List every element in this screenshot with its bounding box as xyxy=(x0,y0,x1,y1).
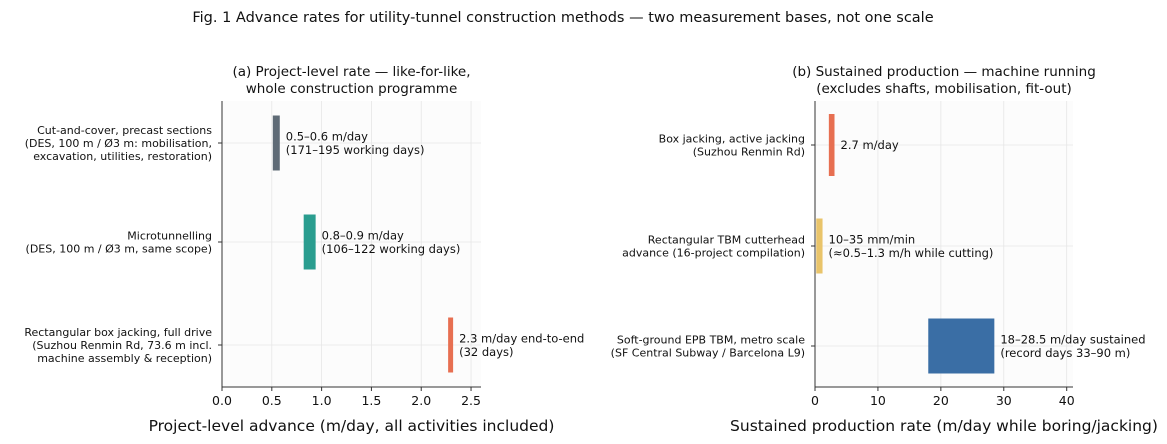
x-tick-label: 30 xyxy=(996,393,1012,408)
panel-title: (a) Project-level rate — like-for-like, xyxy=(232,64,470,80)
category-label: (DES, 100 m / Ø3 m, same scope) xyxy=(26,242,212,255)
bar-annotation: 0.5–0.6 m/day xyxy=(286,129,368,143)
x-tick-label: 10 xyxy=(870,393,886,408)
category-label: (DES, 100 m / Ø3 m: mobilisation, xyxy=(25,137,212,150)
category-label: advance (16-project compilation) xyxy=(622,246,805,259)
bar-annotation: 2.3 m/day end-to-end xyxy=(459,331,584,345)
bar-annotation: 2.7 m/day xyxy=(841,138,899,152)
plot-area xyxy=(222,101,481,387)
bar-annotation: 10–35 mm/min xyxy=(829,232,916,246)
category-label: Microtunnelling xyxy=(127,229,212,242)
category-label: (SF Central Subway / Barcelona L9) xyxy=(611,346,805,359)
range-bar xyxy=(816,218,823,274)
range-bar xyxy=(448,317,454,373)
range-bar xyxy=(272,115,280,171)
panel-b-chart: (b) Sustained production — machine runni… xyxy=(611,64,1158,435)
bar-annotation: (106–122 working days) xyxy=(322,242,461,256)
range-bar xyxy=(928,318,995,374)
bar-annotation: (32 days) xyxy=(459,345,513,359)
category-label: machine assembly & reception) xyxy=(37,352,212,365)
panel-title: (b) Sustained production — machine runni… xyxy=(792,64,1096,80)
category-label: Rectangular box jacking, full drive xyxy=(24,326,212,339)
x-tick-label: 20 xyxy=(933,393,949,408)
range-bar xyxy=(828,114,835,176)
category-label: Soft-ground EPB TBM, metro scale xyxy=(617,333,805,346)
category-label: (Suzhou Renmin Rd) xyxy=(693,145,805,158)
bar-annotation: (≈0.5–1.3 m/h while cutting) xyxy=(829,246,994,260)
panel-a-chart: (a) Project-level rate — like-for-like,w… xyxy=(24,64,584,435)
x-axis-label: Sustained production rate (m/day while b… xyxy=(730,417,1158,435)
x-axis-label: Project-level advance (m/day, all activi… xyxy=(149,417,555,435)
x-tick-label: 1.5 xyxy=(361,393,381,408)
category-label: Box jacking, active jacking xyxy=(659,132,805,145)
panel-title: (excludes shafts, mobilisation, fit-out) xyxy=(816,81,1072,97)
x-tick-label: 0.5 xyxy=(262,393,282,408)
category-label: excavation, utilities, restoration) xyxy=(33,150,212,163)
bar-annotation: 0.8–0.9 m/day xyxy=(322,228,404,242)
x-tick-label: 0.0 xyxy=(212,393,232,408)
x-tick-label: 40 xyxy=(1059,393,1075,408)
bar-annotation: (record days 33–90 m) xyxy=(1000,346,1130,360)
x-tick-label: 2.5 xyxy=(461,393,481,408)
x-tick-label: 0 xyxy=(811,393,819,408)
panel-title: whole construction programme xyxy=(246,81,458,97)
range-bar xyxy=(303,214,316,270)
figure-title: Fig. 1 Advance rates for utility-tunnel … xyxy=(192,10,933,26)
category-label: (Suzhou Renmin Rd, 73.6 m incl. xyxy=(32,339,212,352)
category-label: Cut-and-cover, precast sections xyxy=(37,124,212,137)
x-tick-label: 1.0 xyxy=(312,393,332,408)
bar-annotation: 18–28.5 m/day sustained xyxy=(1000,332,1145,346)
bar-annotation: (171–195 working days) xyxy=(286,143,425,157)
x-tick-label: 2.0 xyxy=(411,393,431,408)
category-label: Rectangular TBM cutterhead xyxy=(648,233,805,246)
